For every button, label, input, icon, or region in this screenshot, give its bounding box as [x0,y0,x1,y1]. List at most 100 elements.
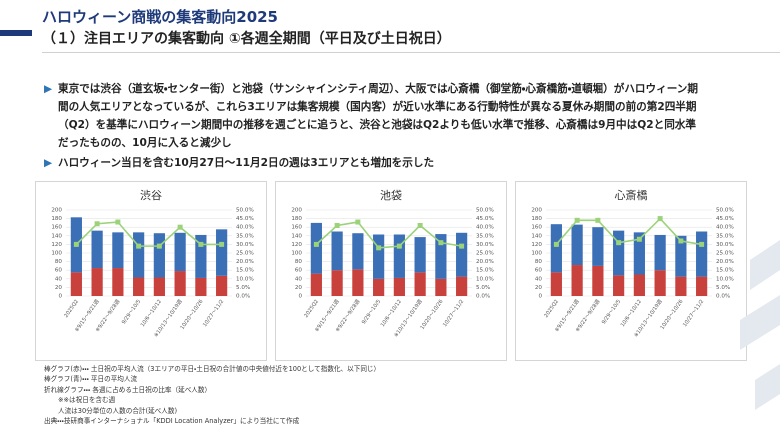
x-tick-label: 10/27～11/2 [682,299,705,328]
bar-segment [216,229,228,276]
deco-shape [755,364,780,410]
x-tick-label: 2025Q2 [63,299,80,319]
bar-segment [153,277,165,296]
x-tick-label: 10/27～11/2 [442,299,465,328]
y-tick-label: 120 [51,242,62,248]
deco-shape [750,240,780,290]
y-tick-label: 40 [55,276,63,282]
bullet: ▶ ハロウィーン当日を含む10月27日～11月2日の週は3エリアとも増加を示した [44,154,704,172]
y2-tick-label: 20.0% [476,259,494,265]
bar-segment [373,278,385,296]
line-marker [438,240,444,246]
x-tick-label: 10/27～11/2 [202,299,225,328]
x-tick-label: 10/20～10/26 [179,299,204,331]
y-tick-label: 80 [535,259,543,265]
y-tick-label: 180 [291,216,302,222]
bar-segment [393,277,405,296]
y-tick-label: 40 [295,276,303,282]
line-marker [219,241,225,247]
page-title: ハロウィーン商戦の集客動向2025 [42,8,278,26]
bar-segment [153,233,165,278]
bar-segment [654,234,666,271]
bar-segment [393,234,405,278]
y-tick-label: 60 [55,268,63,274]
y-tick-label: 120 [531,242,542,248]
line-marker [699,241,705,247]
chart-title: 心斎橋 [615,188,648,202]
y-tick-label: 60 [295,268,303,274]
x-tick-label: 9/29～10/5 [121,299,142,326]
y-tick-label: 200 [51,208,62,214]
x-tick-label: 2025Q2 [543,299,560,319]
bar-segment [373,234,385,279]
bar-segment [174,271,186,296]
y-tick-label: 200 [531,208,542,214]
line-marker [136,243,142,249]
note: 棒グラフ(赤)・・・ 土日祝の平均人流（3エリアの平日・土日祝の合計値の中央値付… [44,365,381,373]
bar-segment [112,268,124,296]
y2-tick-label: 35.0% [716,233,734,239]
y-tick-label: 180 [51,216,62,222]
y-tick-label: 140 [291,233,302,239]
y-tick-label: 20 [55,285,63,291]
bullet-marker: ▶ [44,83,53,95]
bar-segment [675,235,687,277]
bar-segment [195,277,207,296]
y2-tick-label: 50.0% [716,208,734,214]
bar-segment [633,274,645,296]
x-tick-label: 9/29～10/5 [361,299,382,326]
bar-segment [331,231,343,271]
note: 折れ線グラフ・・・ 各週に占める土日祝の比率（延べ人数） [44,385,212,394]
y2-tick-label: 25.0% [716,251,734,257]
chart: 心斎橋 0 20 40 60 80 100 120 140 160 180 200 0.0% 5.0% 10… [531,188,734,339]
y2-tick-label: 10.0% [236,276,254,282]
bar-segment [571,224,583,266]
note: ※※は祝日を含む週 [58,396,116,405]
y2-tick-label: 0.0% [476,294,490,300]
y-tick-label: 180 [531,216,542,222]
bar-segment [613,275,625,296]
line-marker [115,219,121,225]
y-tick-label: 0 [58,294,62,300]
x-tick-label: 10/6～10/12 [380,299,403,328]
page-subtitle: （１）注目エリアの集客動向 ①各週全期間（平日及び土日祝日） [42,31,451,47]
y-tick-label: 100 [51,251,62,257]
y2-tick-label: 25.0% [476,251,494,257]
bar-segment [414,237,426,273]
y-tick-label: 20 [295,285,303,291]
y2-tick-label: 30.0% [236,242,254,248]
y2-tick-label: 30.0% [716,242,734,248]
bar-segment [91,230,103,269]
y-tick-label: 160 [531,225,542,231]
line-marker [595,217,601,223]
line-marker [156,243,162,249]
bar-segment [331,270,343,296]
x-tick-label: 10/6～10/12 [620,299,643,328]
bar-segment [91,268,103,296]
chart: 渋谷 0 20 40 60 80 100 120 140 160 180 200 0.0% 5.0% 10.… [51,189,254,339]
x-tick-label: 10/20～10/26 [659,299,684,331]
line-marker [198,241,204,247]
y2-tick-label: 10.0% [476,276,494,282]
bar-segment [675,276,687,296]
x-tick-label: 9/29～10/5 [601,299,622,326]
bullet-text: ハロウィーン当日を含む10月27日～11月2日の週は3エリアとも増加を示した [58,157,435,169]
line-marker [94,221,100,227]
y-tick-label: 160 [51,225,62,231]
y-tick-label: 80 [295,259,303,265]
line-marker [73,241,79,247]
bar-segment [550,272,562,296]
y2-tick-label: 5.0% [716,285,730,291]
line-marker [417,222,423,228]
bar-segment [174,232,186,272]
line-marker [616,240,622,246]
y2-tick-label: 45.0% [236,216,254,222]
y-tick-label: 60 [535,268,543,274]
bar-segment [696,231,708,277]
bar-segment [310,273,322,296]
y-tick-label: 20 [535,285,543,291]
line-marker [396,243,402,249]
chart-row: 渋谷 0 20 40 60 80 100 120 140 160 180 200 0.0% 5.0% 10.… [35,181,747,361]
y2-tick-label: 50.0% [476,208,494,214]
y2-tick-label: 0.0% [716,294,730,300]
